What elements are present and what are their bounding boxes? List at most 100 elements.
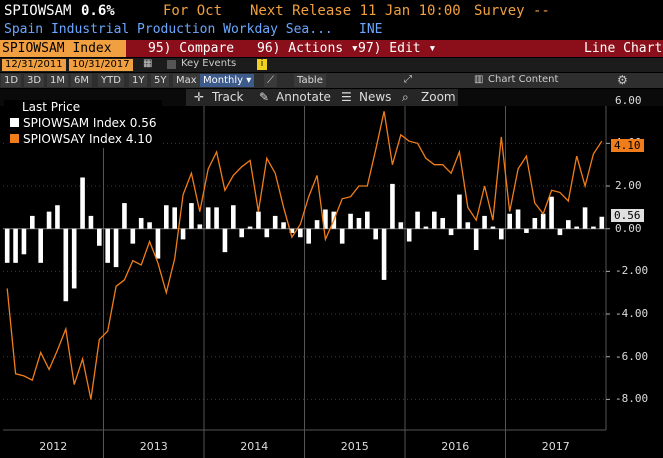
end-date[interactable]: 10/31/2017 [69,59,133,71]
range-tab-6m[interactable]: 6M [71,74,92,87]
bar-16 [138,218,144,229]
key-events-checkbox[interactable] [167,60,176,69]
bar-10 [88,215,94,229]
annotate-button[interactable]: Annotate [276,90,331,104]
bar-65 [549,196,554,229]
last-value: 0.6% [81,3,115,19]
settings-gear-icon[interactable]: ⚙ [617,73,628,87]
compare-button[interactable]: 95) Compare [148,41,235,56]
bar-0 [4,228,10,263]
period-label: For Oct [163,3,223,19]
bar-71 [599,216,605,229]
pencil-icon: ✎ [259,90,270,104]
bar-8 [71,228,77,289]
bar-52 [440,218,445,229]
source: INE [359,22,383,37]
legend-swatch-orange [10,134,19,143]
chart-content-button[interactable]: Chart Content [488,74,559,85]
title-bar: SPIOWSAM 0.6% For Oct Next Release 11 Ja… [0,0,663,20]
bar-32 [272,215,278,229]
bar-3 [30,215,35,229]
bar-58 [490,226,496,229]
actions-menu[interactable]: 96) Actions ▾ [257,41,359,56]
y-tick-label: -8.00 [615,392,649,406]
y-tick-label: -4.00 [615,307,649,321]
bar-57 [482,215,487,229]
bar-55 [465,222,471,229]
bar-4 [38,228,43,263]
bar-40 [339,228,345,244]
bar-25 [214,207,219,229]
range-tab-1m[interactable]: 1M [47,74,68,87]
y-tick-label: 6.00 [615,93,642,107]
news-icon: ☰ [341,90,352,104]
range-tab-1y[interactable]: 1Y [129,74,148,87]
bar-70 [591,226,596,229]
survey: Survey -- [474,3,550,19]
bar-47 [398,222,404,229]
bar-62 [524,228,529,233]
security-description: Spain Industrial Production Workday Sea.… [4,22,333,37]
bar-9 [80,177,85,229]
x-tick-label-2015: 2015 [340,440,369,453]
bar-59 [499,228,504,240]
edit-menu[interactable]: 97) Edit ▾ [358,41,437,56]
security-field[interactable]: SPIOWSAM Index [0,40,126,57]
range-tab-3d[interactable]: 3D [24,74,45,87]
bar-14 [122,203,127,229]
zoom-button[interactable]: Zoom [421,90,456,104]
x-tick-label-2012: 2012 [39,440,68,453]
description-bar: Spain Industrial Production Workday Sea.… [0,20,663,39]
bar-2 [21,228,27,255]
bar-21 [180,228,186,240]
legend-item-mom[interactable]: SPIOWSAM Index 0.56 [10,116,157,130]
crosshair-icon: ✛ [194,90,205,104]
bar-50 [423,226,429,229]
info-icon[interactable]: i [257,59,267,70]
start-date[interactable]: 12/31/2011 [2,59,66,71]
range-tab-ytd[interactable]: YTD [98,74,124,87]
bar-31 [264,228,270,238]
range-tab-max[interactable]: Max [173,74,200,87]
bar-13 [113,228,119,268]
range-tab-5y[interactable]: 5Y [151,74,170,87]
bar-60 [507,213,512,229]
calendar-icon[interactable]: ▦ [143,58,153,69]
bar-22 [189,203,194,229]
bar-24 [205,207,211,229]
bar-68 [574,226,579,229]
line-chart-icon[interactable]: ⟋ [264,74,277,87]
x-tick-label-2017: 2017 [541,440,570,453]
expand-icon[interactable]: ⤢ [404,74,412,85]
bar-30 [256,211,261,229]
bar-5 [46,211,52,229]
legend-item-yoy[interactable]: SPIOWSAY Index 4.10 [10,132,153,146]
bar-1 [13,228,18,263]
table-button[interactable]: Table [294,74,326,87]
last-value-tag-yoy: 4.10 [611,139,644,152]
bar-27 [231,205,236,229]
y-tick-label: -2.00 [615,264,649,278]
bar-54 [457,194,462,229]
y-tick-label: 2.00 [615,179,642,193]
next-release: Next Release 11 Jan 10:00 [250,3,461,19]
bar-69 [582,207,588,229]
bar-28 [239,228,244,238]
key-events-label: Key Events [181,58,237,69]
news-button[interactable]: News [359,90,392,104]
bar-12 [105,228,110,263]
legend-swatch-white [10,118,19,127]
frequency-select[interactable]: Monthly ▾ [200,74,255,87]
chart-content-icon: ▥ [474,74,484,85]
bar-56 [473,228,479,251]
bar-42 [356,218,362,229]
chart-tools-bar: ✛ Track ✎ Annotate ☰ News ⌕ Zoom [0,89,663,106]
bar-17 [147,222,152,229]
range-tab-1d[interactable]: 1D [1,74,22,87]
bar-67 [566,220,571,229]
y-tick-label: 0.00 [615,221,642,235]
bar-64 [540,213,546,229]
track-button[interactable]: Track [212,90,244,104]
x-tick-label-2014: 2014 [240,440,269,453]
